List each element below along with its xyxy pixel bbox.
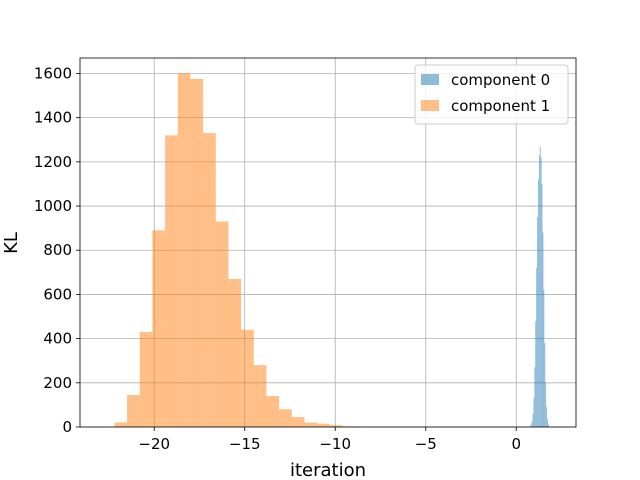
legend-swatch-component-1	[421, 100, 439, 111]
legend-swatch-component-0	[421, 74, 439, 85]
x-axis-label: iteration	[290, 460, 366, 480]
histogram-bar-component-0	[531, 421, 533, 427]
histogram-bar-component-0	[532, 413, 534, 427]
x-tick-label: −20	[138, 435, 170, 453]
x-tick-label: −10	[319, 435, 351, 453]
histogram-bar-component-0	[546, 407, 548, 427]
histogram-bar-component-0	[533, 398, 535, 427]
histogram-bar-component-1	[165, 135, 178, 427]
histogram-bar-component-1	[317, 423, 330, 427]
histogram-bars	[114, 73, 551, 428]
histogram-bar-component-1	[279, 409, 292, 427]
histogram-bar-component-1	[253, 365, 267, 427]
histogram-bar-component-0	[544, 343, 546, 427]
legend: component 0 component 1	[414, 64, 569, 125]
plot-frame	[79, 57, 577, 428]
histogram-bar-component-0	[538, 155, 540, 427]
y-axis-label: KL	[1, 232, 22, 254]
histogram-bar-component-0	[537, 217, 538, 427]
legend-label-component-1: component 1	[451, 97, 550, 115]
histogram-bar-component-0	[548, 426, 550, 427]
histogram-bar-component-1	[241, 329, 254, 427]
histogram-bar-component-0	[541, 183, 543, 427]
histogram-bar-component-0	[529, 426, 531, 427]
histogram-bar-component-1	[304, 422, 318, 427]
y-tick-label: 1000	[34, 197, 72, 215]
histogram-bar-component-0	[545, 382, 547, 427]
histogram-bar-component-0	[535, 320, 537, 427]
histogram-bar-component-0	[547, 419, 548, 427]
histogram-bar-component-1	[127, 394, 140, 427]
y-tick-label: 600	[43, 285, 72, 303]
histogram-bar-component-0	[534, 367, 536, 427]
histogram-bar-component-1	[291, 417, 305, 427]
legend-label-component-0: component 0	[451, 71, 550, 89]
x-tick-label: −15	[229, 435, 261, 453]
histogram-bar-component-1	[152, 230, 166, 427]
histogram-bar-component-0	[536, 267, 538, 427]
legend-frame	[414, 64, 569, 125]
histogram-bar-component-1	[190, 78, 204, 427]
histogram-bar-component-0	[542, 232, 544, 427]
histogram-bar-component-1	[215, 221, 229, 427]
histogram-bar-component-1	[228, 278, 242, 427]
y-tick-label: 1400	[34, 109, 72, 127]
histogram-bar-component-0	[530, 424, 532, 427]
histogram-bar-component-0	[543, 290, 545, 427]
x-tick-label: 0	[511, 435, 521, 453]
y-tick-label: 1600	[34, 64, 72, 82]
axis-ticks: −20 −15 −10 −5 0 0 200 400 600 800 1000 1200 1400 160…	[34, 64, 521, 453]
histogram-bar-component-1	[114, 422, 128, 427]
histogram-bar-component-1	[266, 396, 280, 427]
histogram-bar-component-1	[139, 331, 153, 427]
histogram-bar-component-1	[203, 133, 216, 428]
histogram-bar-component-1	[329, 425, 343, 427]
histogram-bar-component-0	[540, 157, 542, 427]
histogram-bar-component-0	[539, 146, 541, 427]
y-tick-label: 0	[62, 418, 72, 436]
y-tick-label: 400	[43, 330, 72, 348]
histogram-bar-component-0	[537, 179, 539, 427]
histogram-bar-component-0	[547, 424, 549, 427]
y-tick-label: 200	[43, 374, 72, 392]
y-tick-label: 1200	[34, 153, 72, 171]
y-tick-label: 800	[43, 241, 72, 259]
x-tick-label: −5	[415, 435, 437, 453]
histogram-bar-component-1	[177, 73, 191, 427]
